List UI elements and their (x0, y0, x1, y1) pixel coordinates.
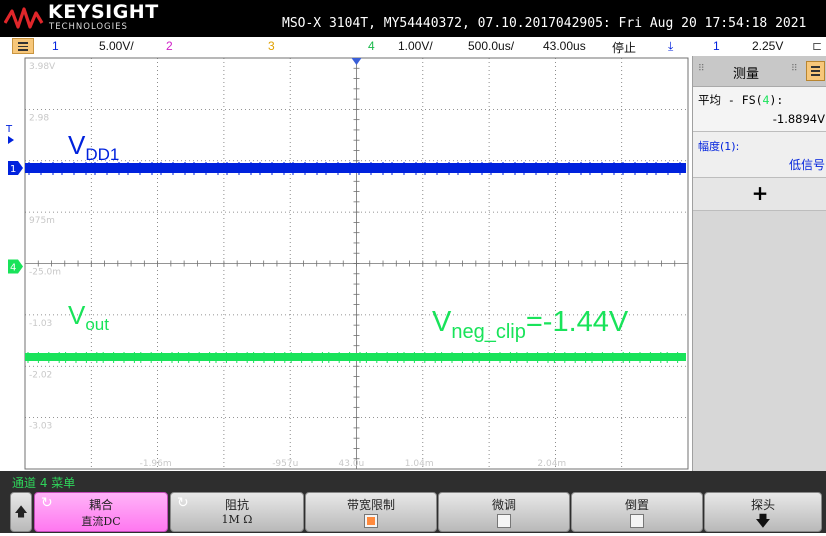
ch1-ground-marker[interactable]: 1 (8, 161, 23, 175)
fine-label: 微调 (491, 498, 516, 512)
add-measurement-button[interactable]: + (693, 178, 826, 211)
x-axis-label: 1.04m (405, 459, 434, 469)
ch1-label[interactable]: 1 (52, 39, 59, 53)
x-axis-label: -1.96m (140, 459, 172, 469)
probe-softkey[interactable]: 探头 🡇 (704, 492, 822, 532)
vneg-clip-annotation: Vneg_clip=-1.44V (432, 306, 628, 344)
vneg-value: =-1.44V (525, 306, 629, 338)
measurement-row-1[interactable]: 平均 - FS(4): -1.8894V (693, 87, 826, 132)
bwlimit-label: 带宽限制 (346, 498, 395, 512)
measurement-panel-header: ⠿ 测量 ⠿ (693, 56, 826, 87)
x-axis-label: 2.04m (537, 459, 566, 469)
coupling-softkey[interactable]: ↻ 耦合 直流DC (34, 492, 168, 532)
meas1-label: 平均 - FS(4): (698, 93, 784, 107)
x-axis-label: -957u (272, 459, 298, 469)
ch4-scale[interactable]: 1.00V/ (398, 39, 433, 53)
ch1-scale[interactable]: 5.00V/ (99, 39, 134, 53)
graticule: 3.98V2.981.98975m-25.0m-1.03-2.02-3.03-1… (5, 57, 689, 470)
y-axis-label: 2.98 (29, 113, 49, 123)
trigger-edge-icon: ⤓ (668, 39, 674, 53)
trigger-source[interactable]: 1 (713, 39, 720, 53)
drag-handle-icon[interactable]: ⠿ (698, 64, 705, 74)
vout-sub: out (85, 315, 109, 334)
invert-checkbox[interactable] (630, 514, 644, 528)
bwlimit-checkbox[interactable] (364, 514, 378, 528)
vdd1-annotation: VDD1 (68, 130, 119, 165)
invert-label: 倒置 (624, 498, 649, 512)
y-axis-label: -1.03 (29, 319, 52, 329)
measurement-row-2[interactable]: 幅度(1): 低信号 (693, 132, 826, 178)
vout-annotation: Vout (68, 300, 109, 335)
ch1-trace (25, 163, 686, 173)
measurement-title: 测量 (733, 67, 760, 82)
measurement-menu-button[interactable] (806, 61, 825, 81)
menu-title: 通道 4 菜单 (12, 476, 76, 490)
softkey-bar: 通道 4 菜单 🡅 ↻ 耦合 直流DC ↻ 阻抗 1M Ω 带宽限制 微调 倒置… (0, 471, 826, 533)
trigger-level[interactable]: 2.25V (752, 39, 784, 53)
ch4-label[interactable]: 4 (368, 39, 375, 53)
brand-name: KEYSIGHT (48, 1, 159, 23)
y-axis-label: -2.02 (29, 370, 52, 380)
device-info: MSO-X 3104T, MY54440372, 07.10.201704290… (282, 16, 807, 31)
submenu-arrow-icon: 🡇 (755, 512, 771, 530)
fine-softkey[interactable]: 微调 (438, 492, 570, 532)
coupling-value: 直流DC (81, 515, 121, 528)
y-axis-label: 3.98V (29, 62, 56, 72)
trigger-level-arrow-icon (8, 136, 14, 144)
back-button[interactable]: 🡅 (10, 492, 32, 532)
vdd1-sub: DD1 (85, 145, 120, 164)
bandwidth-limit-softkey[interactable]: 带宽限制 (305, 492, 437, 532)
y-axis-label: 975m (29, 216, 55, 226)
trigger-level-marker[interactable]: T (5, 124, 13, 135)
impedance-softkey[interactable]: ↻ 阻抗 1M Ω (170, 492, 304, 532)
rotate-knob-icon: ↻ (41, 495, 53, 511)
impedance-label: 阻抗 (224, 498, 249, 512)
measurement-panel: ⠿ 测量 ⠿ 平均 - FS(4): -1.8894V 幅度(1): 低信号 + (692, 56, 826, 471)
y-axis-label: -3.03 (29, 422, 52, 432)
time-delay[interactable]: 43.00us (543, 39, 586, 53)
meas1-value: -1.8894V (772, 112, 825, 126)
impedance-value: 1M Ω (221, 513, 253, 526)
waveform-display[interactable]: 3.98V2.981.98975m-25.0m-1.03-2.02-3.03-1… (0, 56, 692, 471)
coupling-label: 耦合 (88, 498, 113, 512)
plus-icon: + (751, 181, 769, 205)
probe-label: 探头 (750, 498, 775, 512)
channel-status-bar: 1 5.00V/ 2 3 4 1.00V/ 500.0us/ 43.00us 停… (0, 37, 826, 55)
drag-handle-icon[interactable]: ⠿ (791, 64, 798, 74)
x-axis-label: 43.0u (339, 459, 365, 469)
y-axis-label: -25.0m (29, 268, 61, 278)
brand-subtitle: TECHNOLOGIES (49, 22, 128, 32)
ch4-ground-marker[interactable]: 4 (8, 259, 23, 274)
invert-softkey[interactable]: 倒置 (571, 492, 703, 532)
run-state: 停止 (612, 41, 637, 55)
panel-toggle-icon[interactable]: ⊏ (812, 39, 823, 53)
rotate-knob-icon: ↻ (177, 495, 189, 511)
svg-text:1: 1 (10, 164, 16, 175)
fine-checkbox[interactable] (497, 514, 511, 528)
vneg-sub: neg_clip (451, 321, 526, 343)
vout-main: V (68, 300, 86, 330)
svg-text:4: 4 (10, 263, 16, 274)
keysight-logo-icon (4, 7, 44, 29)
ch2-label[interactable]: 2 (166, 39, 173, 53)
vdd1-main: V (68, 130, 86, 160)
ch4-trace (25, 353, 686, 361)
vneg-main: V (432, 306, 452, 338)
title-bar: KEYSIGHT TECHNOLOGIES MSO-X 3104T, MY544… (0, 0, 826, 37)
ch3-label[interactable]: 3 (268, 39, 275, 53)
meas2-label: 幅度(1): (698, 140, 740, 153)
timebase-scale[interactable]: 500.0us/ (468, 39, 515, 53)
trigger-position-icon (351, 58, 362, 65)
main-menu-button[interactable] (12, 38, 34, 54)
meas2-value: 低信号 (788, 158, 825, 172)
up-arrow-icon: 🡅 (14, 505, 28, 520)
